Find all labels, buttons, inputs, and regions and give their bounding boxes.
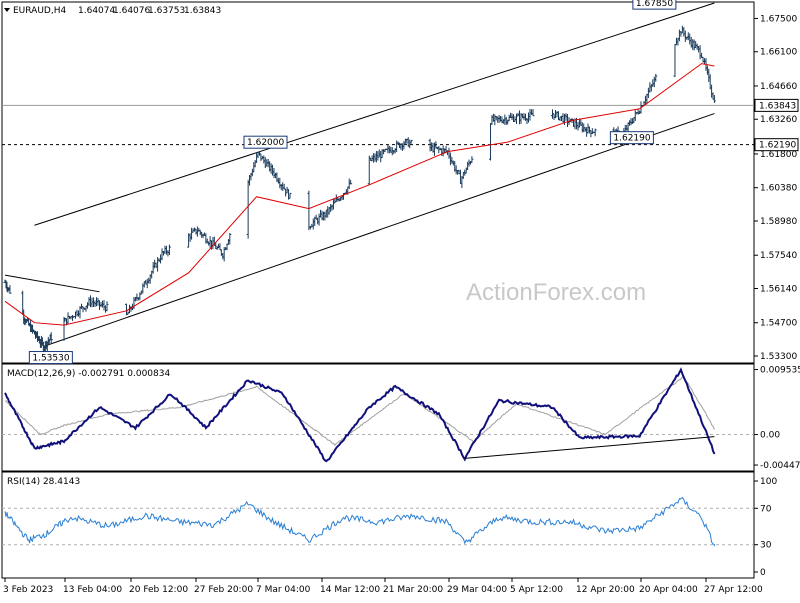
axis-layer: 1.67500 1.66100 1.64660 1.63260 1.61800 1.603…	[3, 14, 800, 595]
price-tick-label: 1.53300	[760, 352, 797, 362]
macd-trendline	[464, 436, 715, 459]
macd-panel-frame	[1, 363, 755, 472]
header-high: 1.64076	[113, 6, 150, 16]
symbol-dropdown-icon[interactable]	[4, 8, 10, 12]
header-symbol: EURAUD,H4	[13, 6, 66, 16]
watermark: ActionForex.com	[466, 279, 646, 306]
macd-tick-label: 0.009535	[760, 366, 800, 376]
header-close: 1.63843	[184, 6, 221, 16]
x-tick-label: 12 Apr 20:00	[576, 585, 635, 595]
rsi-line	[4, 496, 715, 547]
rsi-tick-label: 100	[760, 477, 777, 487]
ohlc-bar	[531, 109, 535, 117]
macd-layer	[2, 367, 754, 463]
price-label-box	[754, 98, 799, 112]
moving-average-line	[4, 63, 715, 326]
header-open: 1.64074	[78, 6, 115, 16]
x-tick-label: 27 Feb 20:00	[194, 585, 253, 595]
x-tick-label: 21 Mar 20:00	[383, 585, 443, 595]
ohlc-bar	[409, 139, 413, 144]
price-layer: 1.53530 1.62000 1.62190 1.67850	[2, 0, 754, 365]
x-tick-label: 27 Apr 12:00	[704, 585, 763, 595]
rsi-tick-label: 0	[760, 568, 766, 578]
header-low: 1.63753	[148, 6, 185, 16]
macd-title: MACD(12,26,9) -0.002791 0.000834	[7, 369, 170, 379]
ohlc-bar	[489, 123, 493, 161]
rsi-panel-frame	[1, 471, 755, 579]
price-label-text: 1.63843	[759, 101, 796, 111]
level-annotation-text: 1.62000	[247, 138, 284, 148]
level-annotation-text: 1.53530	[32, 354, 69, 364]
price-tick-label: 1.57540	[760, 251, 797, 261]
price-tick-label: 1.56140	[760, 284, 797, 294]
ohlc-bar	[49, 332, 53, 344]
price-tick-label: 1.64660	[760, 82, 797, 92]
trendline-channel-lower	[43, 113, 715, 347]
price-tick-label: 1.58980	[760, 217, 797, 227]
x-tick-label: 13 Feb 04:00	[63, 585, 122, 595]
price-tick-label: 1.63260	[760, 115, 797, 125]
x-tick-label: 20 Feb 12:00	[129, 585, 188, 595]
macd-signal-line	[4, 376, 715, 447]
x-tick-label: 5 Apr 12:00	[510, 585, 563, 595]
price-tick-label: 1.61800	[760, 150, 797, 160]
ohlc-bar	[673, 44, 677, 77]
price-label-box	[754, 138, 799, 152]
level-annotation-text: 1.62190	[613, 134, 650, 144]
price-tick-label: 1.66100	[760, 48, 797, 58]
macd-tick-label: 0.00	[760, 431, 780, 441]
ohlc-bar	[593, 128, 597, 137]
rsi-layer	[2, 496, 754, 547]
rsi-tick-label: 30	[760, 541, 772, 551]
rsi-tick-label: 70	[760, 504, 772, 514]
ohlc-bar	[712, 94, 716, 103]
ohlc-bar	[307, 190, 311, 231]
price-tick-label: 1.54700	[760, 319, 797, 329]
price-tick-label: 1.67500	[760, 14, 797, 24]
x-tick-label: 29 Mar 04:00	[447, 585, 507, 595]
rsi-title: RSI(14) 28.4143	[7, 477, 80, 487]
ohlc-bar	[349, 180, 353, 185]
ohlc-bar	[288, 192, 292, 199]
ohlc-bar	[246, 179, 250, 239]
ohlc-bar	[8, 285, 12, 294]
level-annotation-box	[632, 0, 677, 10]
price-panel-frame	[1, 1, 755, 364]
trendline-falling-line	[4, 274, 100, 293]
x-tick-label: 3 Feb 2023	[3, 585, 53, 595]
x-tick-label: 20 Apr 04:00	[639, 585, 698, 595]
level-annotation-box	[28, 351, 73, 365]
ohlc-bar	[228, 232, 232, 245]
macd-line	[4, 367, 716, 463]
ohlc-bar	[470, 156, 474, 163]
price-tick-label: 1.60380	[760, 184, 797, 194]
ohlc-bar	[105, 301, 109, 312]
level-annotation-box	[243, 135, 288, 149]
ohlc-bar	[167, 244, 171, 256]
ohlc-bar	[654, 73, 658, 82]
x-tick-label: 14 Mar 12:00	[320, 585, 380, 595]
level-annotation-text: 1.67850	[636, 0, 673, 9]
x-tick-label: 7 Mar 04:00	[256, 585, 311, 595]
level-annotation-box	[609, 131, 654, 145]
trendline-channel-upper	[34, 2, 715, 226]
price-label-text: 1.62190	[759, 141, 796, 151]
